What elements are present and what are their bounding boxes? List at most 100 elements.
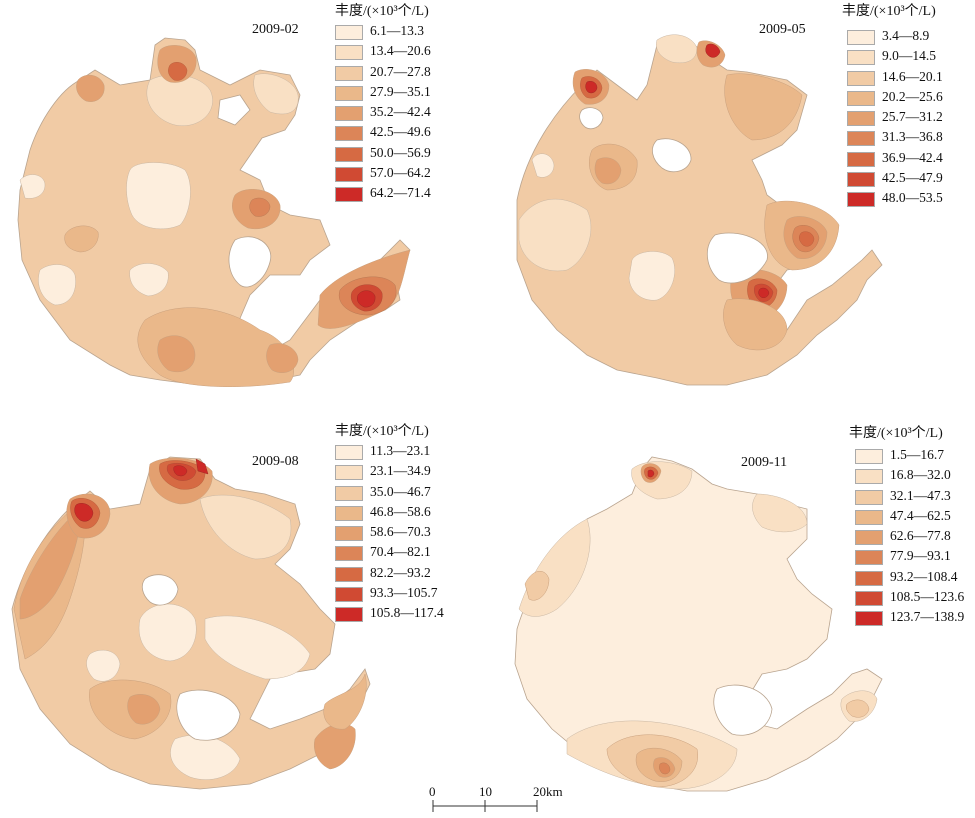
legend-swatch (335, 546, 363, 562)
legend-class-label: 105.8—117.4 (370, 605, 444, 621)
legend-class-label: 27.9—35.1 (370, 83, 431, 99)
legend-class-label: 57.0—64.2 (370, 165, 431, 181)
legend-class-label: 35.2—42.4 (370, 104, 431, 120)
legend-swatch (847, 131, 875, 147)
legend-swatch (335, 65, 363, 81)
legend-class-label: 93.3—105.7 (370, 585, 438, 601)
legend-class-label: 1.5—16.7 (890, 447, 944, 462)
legend-class-label: 82.2—93.2 (370, 564, 431, 580)
legend-swatch (855, 489, 883, 505)
legend-swatch (335, 85, 363, 101)
legend-swatch (847, 192, 875, 208)
legend-class-label: 93.2—108.4 (890, 568, 958, 584)
legend-swatch (335, 526, 363, 542)
lake-map-2009-11 (514, 456, 883, 792)
legend-class-label: 35.0—46.7 (370, 483, 431, 499)
legend-swatch (335, 587, 363, 603)
legend-swatch (855, 530, 883, 546)
legend-swatch (335, 167, 363, 183)
scale-tick-10: 10 (479, 784, 492, 799)
legend-swatch (335, 126, 363, 142)
legend-class-label: 62.6—77.8 (890, 528, 951, 544)
legend-swatch (847, 172, 875, 188)
legend-swatch (855, 509, 883, 525)
lake-body (516, 37, 883, 386)
legend-swatch (847, 70, 875, 86)
legend-class-label: 20.2—25.6 (882, 88, 943, 104)
legend-class-label: 64.2—71.4 (370, 185, 431, 201)
map-panel-2009-11: 2009-11 丰度/(×10³个/L) 1.5—16.7 16.8—32.0 32… (487, 409, 974, 818)
legend-swatch (855, 570, 883, 586)
legend-swatch (335, 485, 363, 501)
legend-class-label: 9.0—14.5 (882, 48, 936, 64)
legend-swatch (335, 106, 363, 122)
islands (713, 684, 773, 736)
abundance-contours (518, 461, 878, 790)
legend-class-label: 108.5—123.6 (890, 589, 965, 605)
legend-class-label: 31.3—36.8 (882, 129, 943, 145)
islands (579, 107, 768, 284)
date-label: 2009-02 (252, 22, 299, 37)
date-label: 2009-05 (759, 22, 806, 37)
legend-swatch (847, 50, 875, 66)
legend-class-label: 50.0—56.9 (370, 144, 431, 160)
legend-title: 丰度/(×10³个/L) (842, 4, 936, 19)
legend-class-label: 58.6—70.3 (370, 524, 431, 540)
legend-title: 丰度/(×10³个/L) (849, 426, 943, 441)
lake-map-2009-05 (516, 34, 883, 386)
legend-swatch (855, 469, 883, 485)
legend-swatch (335, 146, 363, 162)
legend-swatch (855, 449, 883, 464)
legend-class-label: 48.0—53.5 (882, 190, 943, 206)
legend-class-label: 32.1—47.3 (890, 487, 951, 503)
legend-class-label: 13.4—20.6 (370, 43, 431, 59)
abundance-contours (518, 34, 840, 351)
abundance-contours (19, 45, 411, 387)
islands (141, 574, 241, 741)
legend-class-label: 14.6—20.1 (882, 68, 943, 84)
legend-class-label: 47.4—62.5 (890, 507, 951, 523)
legend-class-label: 42.5—47.9 (882, 170, 943, 186)
legend-class-label: 25.7—31.2 (882, 109, 943, 125)
legend-swatch (847, 151, 875, 167)
legend-swatch (335, 566, 363, 582)
legend-class-label: 20.7—27.8 (370, 63, 431, 79)
abundance-contours (13, 457, 367, 780)
legend-class-label: 23.1—34.9 (370, 463, 431, 479)
legend-class-label: 77.9—93.1 (890, 548, 951, 564)
date-label: 2009-11 (741, 455, 788, 470)
legend-swatch (847, 90, 875, 106)
legend-swatch (335, 505, 363, 521)
legend-class-label: 46.8—58.6 (370, 503, 431, 519)
legend-swatch (847, 111, 875, 127)
legend-swatch (855, 611, 883, 627)
scale-bar: 0 10 20km (425, 784, 563, 816)
legend-swatch (335, 25, 363, 40)
legend-swatch (855, 591, 883, 607)
legend-class-label: 6.1—13.3 (370, 23, 424, 38)
map-panel-2009-02: 2009-02 丰度/(×10³个/L) 6.1—13.3 13.4—20.6 20… (0, 0, 487, 409)
legend-class-label: 16.8—32.0 (890, 467, 951, 483)
map-panel-2009-05: 2009-05 丰度/(×10³个/L) 3.4—8.9 9.0—14.5 14.6… (487, 0, 974, 409)
legend-class-label: 3.4—8.9 (882, 28, 930, 43)
legend-swatch (335, 607, 363, 623)
legend-class-label: 36.9—42.4 (882, 149, 943, 165)
islands (217, 94, 272, 288)
date-label: 2009-08 (252, 454, 299, 469)
scale-tick-0: 0 (429, 784, 436, 799)
map-panel-2009-08: 2009-08 丰度/(×10³个/L) 11.3—23.1 23.1—34.9 3… (0, 409, 487, 818)
legend-title: 丰度/(×10³个/L) (335, 4, 429, 19)
scale-tick-20km: 20km (533, 784, 563, 799)
legend-class-label: 11.3—23.1 (370, 443, 431, 458)
legend-swatch (335, 465, 363, 481)
legend-swatch (335, 45, 363, 61)
legend-class-label: 123.7—138.9 (890, 609, 965, 625)
lake-map-2009-02 (17, 37, 411, 387)
lake-map-2009-08 (11, 456, 371, 790)
legend-class-label: 70.4—82.1 (370, 544, 431, 560)
scale-bar-line (432, 800, 538, 812)
legend-swatch (847, 30, 875, 45)
legend-class-label: 42.5—49.6 (370, 124, 431, 140)
legend-swatch (335, 187, 363, 203)
legend-swatch (335, 445, 363, 460)
